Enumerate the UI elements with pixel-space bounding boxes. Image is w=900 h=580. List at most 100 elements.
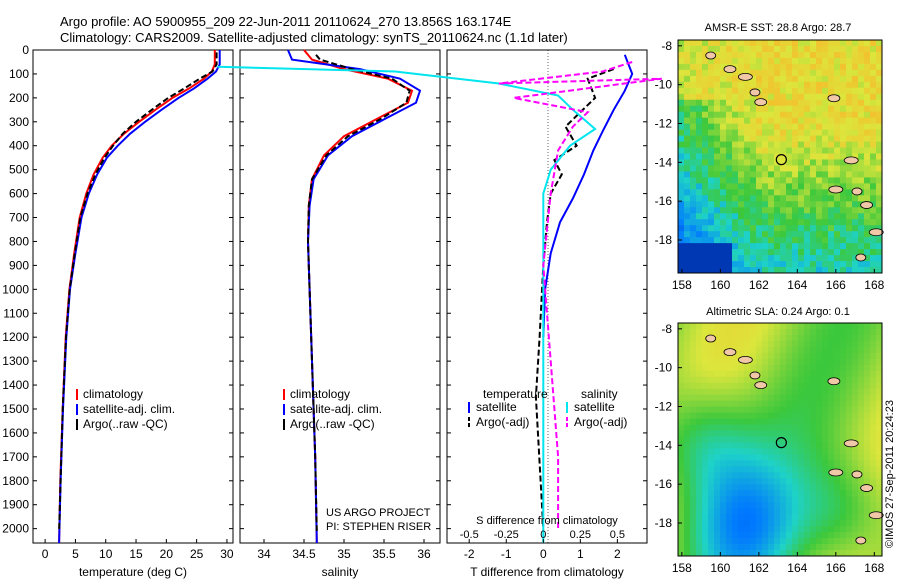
map-cell bbox=[774, 207, 781, 214]
map-cell bbox=[702, 454, 709, 461]
map-cell bbox=[786, 129, 793, 136]
map-cell bbox=[774, 87, 781, 95]
map-cell bbox=[786, 219, 793, 226]
map-cell bbox=[798, 237, 805, 244]
map-cell bbox=[690, 502, 697, 509]
map-cell bbox=[822, 478, 829, 485]
map-cell bbox=[738, 189, 745, 196]
map-cell bbox=[744, 57, 751, 65]
map-cell bbox=[690, 123, 697, 131]
map-cell bbox=[840, 323, 847, 330]
map-cell bbox=[744, 123, 751, 131]
map-cell bbox=[846, 201, 853, 208]
map-cell bbox=[858, 63, 865, 71]
map-cell bbox=[738, 376, 745, 384]
map-cell bbox=[708, 532, 715, 539]
map-cell bbox=[714, 334, 721, 342]
map-cell bbox=[840, 532, 847, 539]
map-cell bbox=[864, 63, 871, 71]
map-cell bbox=[792, 69, 799, 77]
map-cell bbox=[846, 75, 853, 83]
map-cell bbox=[780, 388, 787, 396]
map-cell bbox=[732, 376, 739, 384]
map-cell bbox=[822, 448, 829, 455]
map-cell bbox=[738, 388, 745, 396]
map-cell bbox=[798, 382, 805, 390]
map-cell bbox=[780, 123, 787, 131]
map-cell bbox=[786, 111, 793, 119]
map-cell bbox=[840, 334, 847, 342]
map-cell bbox=[864, 255, 871, 262]
map-cell bbox=[720, 502, 727, 509]
map-cell bbox=[834, 328, 841, 336]
map-cell bbox=[804, 111, 811, 119]
map-cell bbox=[726, 508, 733, 515]
map-cell bbox=[696, 69, 703, 77]
map-cell bbox=[738, 183, 745, 190]
map-cell bbox=[786, 442, 793, 449]
map-cell bbox=[876, 40, 883, 47]
map-cell bbox=[876, 352, 883, 360]
map-cell bbox=[774, 340, 781, 348]
map-cell bbox=[774, 514, 781, 521]
map-cell bbox=[678, 40, 685, 47]
map-cell bbox=[690, 117, 697, 125]
map-cell bbox=[786, 436, 793, 443]
map-cell bbox=[840, 340, 847, 348]
map-cell bbox=[840, 159, 847, 166]
map-cell bbox=[870, 346, 877, 354]
map-cell bbox=[696, 225, 703, 232]
map-cell bbox=[678, 111, 685, 119]
map-cell bbox=[684, 544, 691, 551]
map-cell bbox=[786, 364, 793, 372]
map-cell bbox=[750, 424, 757, 431]
map-cell bbox=[762, 165, 769, 172]
island bbox=[860, 201, 874, 209]
map-cell bbox=[786, 514, 793, 521]
map-cell bbox=[714, 502, 721, 509]
map-cell bbox=[804, 424, 811, 431]
map-cell bbox=[678, 201, 685, 208]
map-cell bbox=[846, 424, 853, 431]
map-cell bbox=[678, 45, 685, 53]
map-cell bbox=[864, 117, 871, 125]
map-cell bbox=[834, 340, 841, 348]
map-cell bbox=[822, 418, 829, 425]
map-cell bbox=[804, 478, 811, 485]
map-cell bbox=[708, 57, 715, 65]
map-cell bbox=[762, 261, 769, 268]
map-cell bbox=[714, 466, 721, 473]
map-cell bbox=[708, 388, 715, 396]
map-cell bbox=[870, 219, 877, 226]
map-cell bbox=[828, 147, 835, 154]
map-cell bbox=[816, 328, 823, 336]
map-cell bbox=[816, 430, 823, 437]
map-cell bbox=[714, 430, 721, 437]
map-cell bbox=[756, 213, 763, 220]
map-cell bbox=[870, 502, 877, 509]
map-cell bbox=[720, 406, 727, 414]
map-cell bbox=[822, 328, 829, 336]
map-cell bbox=[726, 412, 733, 419]
map-cell bbox=[678, 358, 685, 366]
map-cell bbox=[780, 496, 787, 503]
argo-float-marker bbox=[775, 154, 787, 166]
map-cell bbox=[726, 51, 733, 59]
map-cell bbox=[738, 364, 745, 372]
map-cell bbox=[828, 406, 835, 414]
map-cell bbox=[828, 454, 835, 461]
map-cell bbox=[720, 388, 727, 396]
map-cell bbox=[876, 370, 883, 378]
map-cell bbox=[786, 466, 793, 473]
map-cell bbox=[864, 442, 871, 449]
map-cell bbox=[696, 323, 703, 330]
map-cell bbox=[876, 334, 883, 342]
map-cell bbox=[732, 412, 739, 419]
map-cell bbox=[822, 334, 829, 342]
map-cell bbox=[870, 436, 877, 443]
map-cell bbox=[744, 261, 751, 268]
map-cell bbox=[690, 352, 697, 360]
map-cell bbox=[786, 358, 793, 366]
map-cell bbox=[762, 502, 769, 509]
map-cell bbox=[870, 267, 877, 274]
